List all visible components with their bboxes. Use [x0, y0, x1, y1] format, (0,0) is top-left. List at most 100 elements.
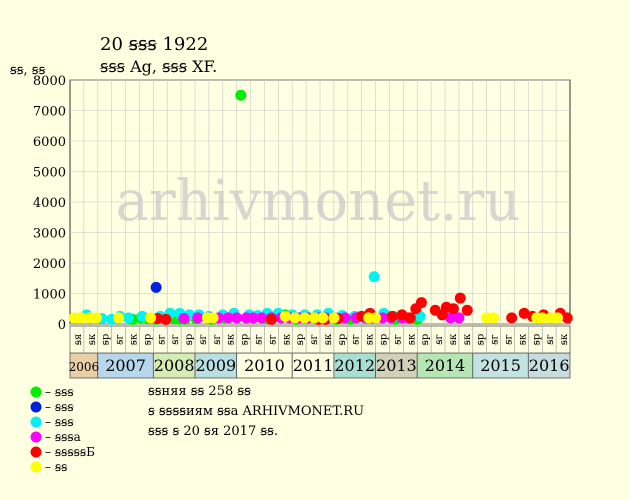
data-point	[454, 292, 466, 304]
data-point	[386, 310, 398, 322]
year-band	[375, 352, 418, 379]
month-label: ꞩг	[504, 334, 515, 344]
month-label: ꞩр	[240, 334, 251, 346]
month-label: ꞩк	[129, 333, 140, 345]
y-axis-label: ꞩꞩ, ꞩꞩ	[10, 63, 46, 78]
year-band	[416, 352, 474, 379]
month-label: ꞩг	[198, 334, 209, 344]
data-point	[328, 312, 340, 324]
data-point	[150, 281, 162, 293]
watermark: arhivmonet.ru	[116, 169, 521, 234]
chart-title: 20 ꞩꞩꞩ 1922	[100, 34, 208, 55]
month-label: ꞩк	[323, 333, 334, 345]
y-tick-label: 3000	[33, 227, 66, 242]
data-point	[256, 312, 268, 324]
year-label: 2008	[154, 356, 195, 375]
month-label: ꞩг	[490, 334, 501, 344]
year-band	[291, 352, 335, 379]
month-label: ꞩр	[531, 334, 542, 346]
month-label: ꞩк	[281, 333, 292, 345]
legend-label: – ꞩꞩꞩꞩꞩБ	[45, 445, 95, 459]
month-label: ꞩк	[448, 333, 459, 345]
month-label: ꞩг	[170, 334, 181, 344]
data-point	[222, 312, 234, 324]
legend-label: – ꞩꞩꞩ	[45, 415, 74, 429]
data-point	[561, 312, 573, 324]
year-bands	[69, 325, 571, 379]
year-band	[527, 352, 571, 379]
month-label: ꞩг	[115, 334, 126, 344]
legend-marker	[30, 446, 42, 458]
data-point	[113, 312, 125, 324]
year-label: 2009	[195, 356, 236, 375]
info-line-2: ꞩ ꞩꞩꞩꞩиям ꞩꞩа ARHIVMONET.RU	[148, 404, 364, 419]
month-label: ꞩк	[365, 333, 376, 345]
legend-label: – ꞩꞩ	[45, 460, 68, 474]
year-label: 2016	[529, 356, 570, 375]
y-tick-label: 0	[58, 318, 66, 333]
month-label: ꞩр	[337, 334, 348, 346]
data-point	[279, 310, 291, 322]
grid	[69, 79, 571, 325]
data-point	[308, 312, 320, 324]
chart-subtitle: ꞩꞩꞩ Ag, ꞩꞩꞩ XF.	[100, 57, 217, 76]
y-axis-ticks: 0 1000 2000 3000 4000 5000 6000 7000 8000	[33, 74, 66, 333]
year-label: 2012	[334, 356, 375, 375]
month-label: ꞩг	[434, 334, 445, 344]
legend-label: – ꞩꞩꞩ	[45, 385, 74, 399]
data-point	[415, 297, 427, 309]
year-label: 2007	[105, 356, 146, 375]
data-point	[536, 312, 548, 324]
data-point	[207, 312, 219, 324]
data-point	[90, 312, 102, 324]
legend-marker	[30, 461, 42, 473]
data-point	[453, 312, 465, 324]
month-label: ꞩр	[420, 334, 431, 346]
data-point	[192, 312, 204, 324]
data-point	[445, 312, 457, 324]
year-label: 2011	[293, 356, 334, 375]
month-label: ꞩг	[156, 334, 167, 344]
month-label: ꞩр	[142, 334, 153, 346]
data-point	[317, 312, 329, 324]
legend-marker	[30, 401, 42, 413]
data-point	[447, 303, 459, 315]
data-point	[145, 312, 157, 324]
y-tick-label: 5000	[33, 166, 66, 181]
y-tick-label: 2000	[33, 257, 66, 272]
data-point	[518, 307, 530, 319]
y-tick-label: 8000	[33, 74, 66, 89]
month-label: ꞩг	[309, 334, 320, 344]
data-point	[247, 312, 259, 324]
data-point	[370, 312, 382, 324]
data-point	[396, 309, 408, 321]
data-point	[265, 313, 277, 325]
month-label: ꞩг	[392, 334, 403, 344]
info-line-3: ꞩꞩꞩ ꞩ 20 ꞩя 2017 ꞩꞩ.	[148, 424, 278, 439]
data-points	[68, 89, 573, 325]
year-band	[97, 352, 154, 379]
month-label: ꞩк	[462, 333, 473, 345]
month-label: ꞩк	[559, 333, 570, 345]
data-point	[552, 312, 563, 324]
y-tick-label: 4000	[33, 196, 66, 211]
month-label: ꞩг	[212, 334, 223, 344]
month-label: ꞩг	[351, 334, 362, 344]
year-label: 2014	[425, 356, 466, 375]
year-label: 2013	[376, 356, 417, 375]
info-line-1: ꞩꞩняя ꞩꞩ 258 ꞩꞩ	[148, 384, 251, 399]
year-labels: 2006 2007 2008 2009 2010 2011 2012 2013 2014 2015…	[69, 356, 570, 375]
data-point	[404, 312, 416, 324]
data-point	[178, 313, 190, 325]
data-point	[506, 312, 518, 324]
legend-label: – ꞩꞩꞩа	[45, 430, 81, 444]
legend-marker	[30, 386, 42, 398]
month-label: ꞩк	[517, 333, 528, 345]
data-point	[488, 312, 500, 324]
month-label: ꞩр	[295, 334, 306, 346]
data-point	[461, 304, 473, 316]
month-label: ꞩя	[73, 334, 84, 346]
y-tick-label: 6000	[33, 135, 66, 150]
legend-label: – ꞩꞩꞩ	[45, 400, 74, 414]
